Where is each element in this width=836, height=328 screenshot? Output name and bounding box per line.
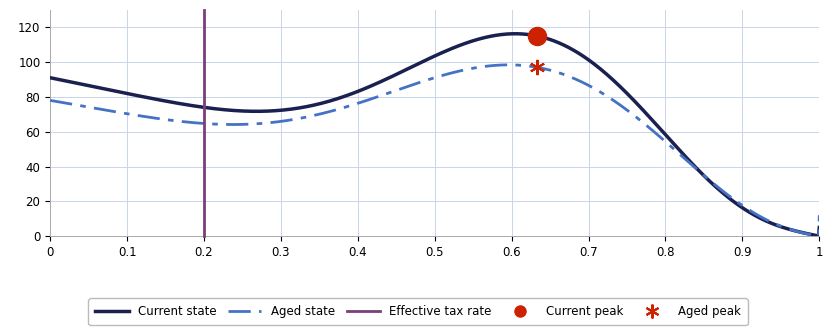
Legend: Current state, Aged state, Effective tax rate, Current peak, Aged peak: Current state, Aged state, Effective tax… <box>89 298 747 325</box>
